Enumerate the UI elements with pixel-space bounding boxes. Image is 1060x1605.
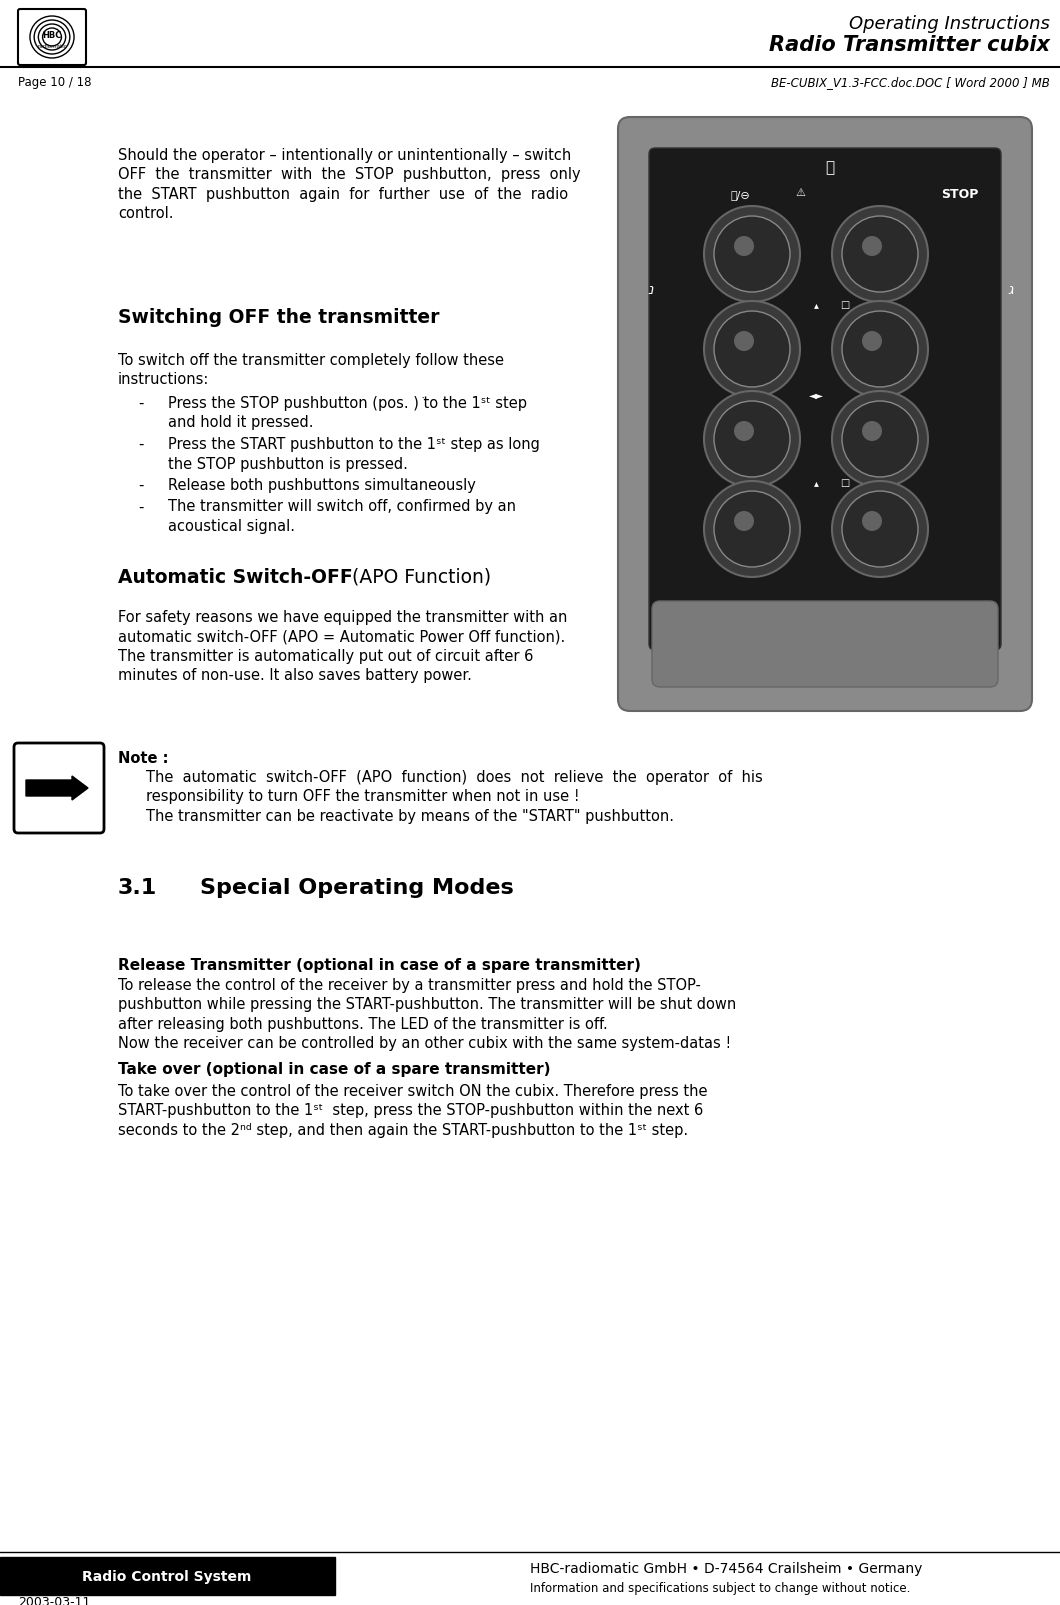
Text: Switching OFF the transmitter: Switching OFF the transmitter: [118, 308, 440, 327]
Text: ⓞ/⊖: ⓞ/⊖: [730, 189, 749, 201]
Text: Operating Instructions: Operating Instructions: [849, 14, 1050, 34]
Circle shape: [704, 302, 800, 398]
Text: ◄►: ◄►: [809, 390, 824, 400]
Text: ⚠: ⚠: [795, 188, 805, 197]
Text: To release the control of the receiver by a transmitter press and hold the STOP-: To release the control of the receiver b…: [118, 977, 701, 992]
Text: Page 10 / 18: Page 10 / 18: [18, 75, 91, 88]
FancyBboxPatch shape: [14, 743, 104, 833]
Circle shape: [704, 482, 800, 578]
Circle shape: [842, 401, 918, 478]
Circle shape: [704, 207, 800, 303]
Text: Radio Transmitter cubix: Radio Transmitter cubix: [768, 35, 1050, 55]
FancyBboxPatch shape: [618, 117, 1032, 711]
Text: -: -: [138, 499, 143, 514]
Circle shape: [842, 217, 918, 292]
Text: the  START  pushbutton  again  for  further  use  of  the  radio: the START pushbutton again for further u…: [118, 186, 568, 202]
Text: Note :: Note :: [118, 751, 169, 766]
Text: Information and specifications subject to change without notice.: Information and specifications subject t…: [530, 1581, 911, 1594]
Circle shape: [862, 512, 882, 531]
Text: -: -: [138, 437, 143, 451]
Text: Now the receiver can be controlled by an other cubix with the same system-datas : Now the receiver can be controlled by an…: [118, 1035, 731, 1051]
Text: Release Transmitter (optional in case of a spare transmitter): Release Transmitter (optional in case of…: [118, 958, 641, 973]
Text: 2003-03-11: 2003-03-11: [18, 1595, 90, 1605]
Text: נ: נ: [648, 282, 653, 297]
Text: ג: ג: [1007, 282, 1013, 297]
Text: and hold it pressed.: and hold it pressed.: [167, 416, 314, 430]
Text: responsibility to turn OFF the transmitter when not in use !: responsibility to turn OFF the transmitt…: [146, 790, 580, 804]
Text: the STOP pushbutton is pressed.: the STOP pushbutton is pressed.: [167, 456, 408, 472]
Text: The transmitter can be reactivate by means of the "START" pushbutton.: The transmitter can be reactivate by mea…: [146, 809, 674, 823]
Circle shape: [842, 311, 918, 388]
FancyBboxPatch shape: [652, 602, 999, 687]
Text: STOP: STOP: [941, 188, 978, 201]
Bar: [0, 1557, 335, 1595]
Text: -: -: [138, 478, 143, 493]
Text: Special Operating Modes: Special Operating Modes: [200, 878, 514, 897]
Text: acoustical signal.: acoustical signal.: [167, 518, 295, 534]
Text: after releasing both pushbuttons. The LED of the transmitter is off.: after releasing both pushbuttons. The LE…: [118, 1016, 607, 1032]
Circle shape: [832, 392, 928, 488]
Text: OFF  the  transmitter  with  the  STOP  pushbutton,  press  only: OFF the transmitter with the STOP pushbu…: [118, 167, 581, 183]
Text: □: □: [841, 300, 850, 310]
Circle shape: [714, 491, 790, 568]
Circle shape: [714, 401, 790, 478]
Text: Automatic Switch-OFF: Automatic Switch-OFF: [118, 568, 353, 587]
Text: minutes of non-use. It also saves battery power.: minutes of non-use. It also saves batter…: [118, 668, 472, 684]
Text: The transmitter will switch off, confirmed by an: The transmitter will switch off, confirm…: [167, 499, 516, 514]
Text: To switch off the transmitter completely follow these: To switch off the transmitter completely…: [118, 353, 504, 368]
Circle shape: [714, 217, 790, 292]
Text: ▴: ▴: [814, 478, 818, 488]
Circle shape: [734, 332, 754, 351]
Text: BE-CUBIX_V1.3-FCC.doc.DOC [ Word 2000 ] MB: BE-CUBIX_V1.3-FCC.doc.DOC [ Word 2000 ] …: [772, 75, 1050, 88]
Text: START-pushbutton to the 1ˢᵗ  step, press the STOP-pushbutton within the next 6: START-pushbutton to the 1ˢᵗ step, press …: [118, 1103, 703, 1117]
Text: 3.1: 3.1: [118, 878, 157, 897]
FancyBboxPatch shape: [649, 149, 1001, 650]
Text: Should the operator – intentionally or unintentionally – switch: Should the operator – intentionally or u…: [118, 148, 571, 162]
Circle shape: [862, 238, 882, 257]
Text: Press the STOP pushbutton (pos. ׁ) to the 1ˢᵗ step: Press the STOP pushbutton (pos. ׁ) to th…: [167, 396, 527, 411]
Text: HBC: HBC: [42, 32, 61, 40]
Circle shape: [832, 207, 928, 303]
Text: automatic switch-OFF (APO = Automatic Power Off function).: automatic switch-OFF (APO = Automatic Po…: [118, 629, 565, 644]
Circle shape: [734, 512, 754, 531]
Circle shape: [862, 332, 882, 351]
Text: (APO Function): (APO Function): [346, 568, 491, 587]
Circle shape: [832, 302, 928, 398]
Text: seconds to the 2ⁿᵈ step, and then again the START-pushbutton to the 1ˢᵗ step.: seconds to the 2ⁿᵈ step, and then again …: [118, 1122, 688, 1138]
Circle shape: [832, 482, 928, 578]
Text: ▴: ▴: [814, 300, 818, 310]
Text: Take over (optional in case of a spare transmitter): Take over (optional in case of a spare t…: [118, 1061, 550, 1077]
Text: HBC-radiomatic GmbH • D-74564 Crailsheim • Germany: HBC-radiomatic GmbH • D-74564 Crailsheim…: [530, 1562, 922, 1575]
Circle shape: [704, 392, 800, 488]
Circle shape: [734, 422, 754, 441]
Text: radiomatic: radiomatic: [37, 45, 67, 50]
Text: □: □: [841, 478, 850, 488]
Text: control.: control.: [118, 207, 174, 221]
Text: For safety reasons we have equipped the transmitter with an: For safety reasons we have equipped the …: [118, 610, 567, 624]
Text: The transmitter is automatically put out of circuit after 6: The transmitter is automatically put out…: [118, 648, 533, 663]
Text: -: -: [138, 396, 143, 411]
Circle shape: [734, 238, 754, 257]
Text: pushbutton while pressing the START-pushbutton. The transmitter will be shut dow: pushbutton while pressing the START-push…: [118, 997, 737, 1011]
Text: Release both pushbuttons simultaneously: Release both pushbuttons simultaneously: [167, 478, 476, 493]
Circle shape: [842, 491, 918, 568]
Text: Radio Control System: Radio Control System: [83, 1570, 251, 1583]
Text: To take over the control of the receiver switch ON the cubix. Therefore press th: To take over the control of the receiver…: [118, 1083, 707, 1098]
Text: ℜ: ℜ: [826, 160, 834, 175]
Text: Press the START pushbutton to the 1ˢᵗ step as long: Press the START pushbutton to the 1ˢᵗ st…: [167, 437, 540, 451]
Text: The  automatic  switch-OFF  (APO  function)  does  not  relieve  the  operator  : The automatic switch-OFF (APO function) …: [146, 769, 763, 785]
Text: instructions:: instructions:: [118, 372, 210, 387]
Circle shape: [714, 311, 790, 388]
FancyArrow shape: [26, 777, 88, 801]
Circle shape: [862, 422, 882, 441]
